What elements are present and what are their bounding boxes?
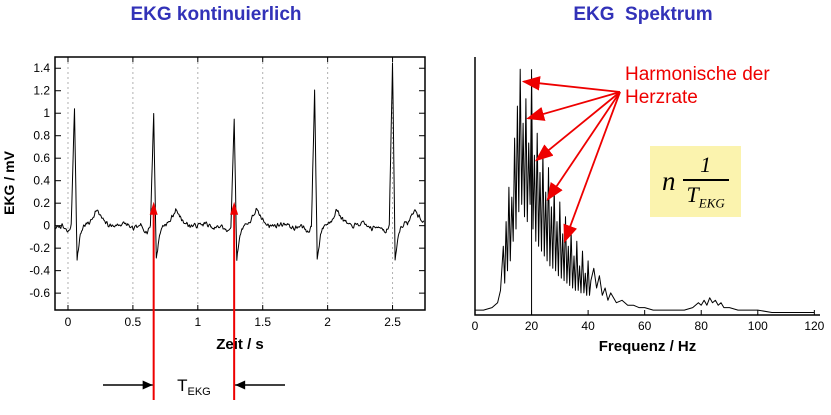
harmonic-arrow bbox=[526, 91, 621, 121]
tick-marks bbox=[55, 57, 425, 310]
x-tick-label: 0 bbox=[472, 319, 479, 333]
x-tick-label: 80 bbox=[695, 319, 709, 333]
harmonics-annotation: Harmonische der Herzrate bbox=[625, 64, 770, 110]
gridlines bbox=[67, 57, 394, 310]
y-axis-label: EKG / mV bbox=[1, 150, 17, 214]
x-axis-label: Zeit / s bbox=[216, 336, 264, 353]
dimension-arrowhead-right-icon bbox=[235, 380, 246, 390]
y-tick-label: 0.2 bbox=[33, 196, 50, 210]
y-tick-label: 0.8 bbox=[33, 129, 50, 143]
dimension-arrowhead-left-icon bbox=[142, 380, 153, 390]
x-tick-label: 0 bbox=[65, 315, 72, 329]
harmonic-arrow bbox=[534, 91, 621, 162]
spectrum-trace bbox=[475, 68, 815, 313]
y-tick-label: 0.4 bbox=[33, 174, 50, 188]
formula-numerator: 1 bbox=[700, 152, 712, 177]
ecg-spectrum-plot: 0 20 40 60 80 100 120 Frequenz / Hz bbox=[472, 57, 825, 355]
x-tick-label: 40 bbox=[581, 319, 595, 333]
x-tick-label: 0.5 bbox=[125, 315, 142, 329]
harmonic-arrow bbox=[521, 76, 621, 93]
plot-frame bbox=[54, 56, 426, 311]
period-marker-arrowhead-icon bbox=[149, 201, 158, 215]
x-axis-label: Frequenz / Hz bbox=[599, 338, 697, 355]
x-tick-label: 100 bbox=[748, 319, 768, 333]
period-label: TEKG bbox=[177, 376, 211, 398]
harmonic-arrow bbox=[546, 91, 621, 202]
y-tick-label: 0.6 bbox=[33, 151, 50, 165]
formula-denominator-base: T bbox=[686, 182, 699, 207]
x-tick-label: 120 bbox=[804, 319, 824, 333]
y-tick-label: -0.6 bbox=[29, 286, 50, 300]
x-tick-label: 1 bbox=[194, 315, 201, 329]
left-chart-title: EKG kontinuierlich bbox=[130, 4, 302, 25]
formula-denominator-sub: EKG bbox=[698, 195, 725, 211]
tick-labels: 0 0.5 1 1.5 2 2.5 1.4 1.2 1 0.8 0.6 0.4 0.2 0 -0.2 -0.4… bbox=[29, 61, 401, 329]
formula-factor: n bbox=[662, 166, 676, 197]
ecg-time-plot: 0 0.5 1 1.5 2 2.5 1.4 1.2 1 0.8 0.6 0.4 0.2 0 -0.2 -0.4… bbox=[1, 56, 426, 400]
x-tick-label: 2.5 bbox=[384, 315, 401, 329]
x-tick-label: 60 bbox=[638, 319, 652, 333]
formula-denominator: TEKG bbox=[682, 179, 729, 211]
harmonics-line1: Harmonische der bbox=[625, 64, 770, 85]
harmonic-arrow bbox=[563, 91, 621, 243]
y-tick-label: 1 bbox=[43, 106, 50, 120]
y-tick-label: -0.4 bbox=[29, 264, 50, 278]
period-marker-arrowhead-icon bbox=[230, 201, 239, 215]
x-tick-label: 1.5 bbox=[254, 315, 271, 329]
right-chart-title: EKG Spektrum bbox=[573, 4, 713, 25]
y-tick-label: 1.2 bbox=[33, 84, 50, 98]
y-tick-label: 0 bbox=[43, 219, 50, 233]
y-tick-label: -0.2 bbox=[29, 241, 50, 255]
formula-fraction: 1 TEKG bbox=[682, 152, 729, 211]
harmonics-line2: Herzrate bbox=[625, 86, 698, 108]
y-tick-label: 1.4 bbox=[33, 61, 50, 75]
formula-box: n 1 TEKG bbox=[650, 146, 741, 218]
x-tick-label: 20 bbox=[525, 319, 539, 333]
ecg-trace bbox=[55, 62, 425, 261]
x-tick-label: 2 bbox=[324, 315, 331, 329]
